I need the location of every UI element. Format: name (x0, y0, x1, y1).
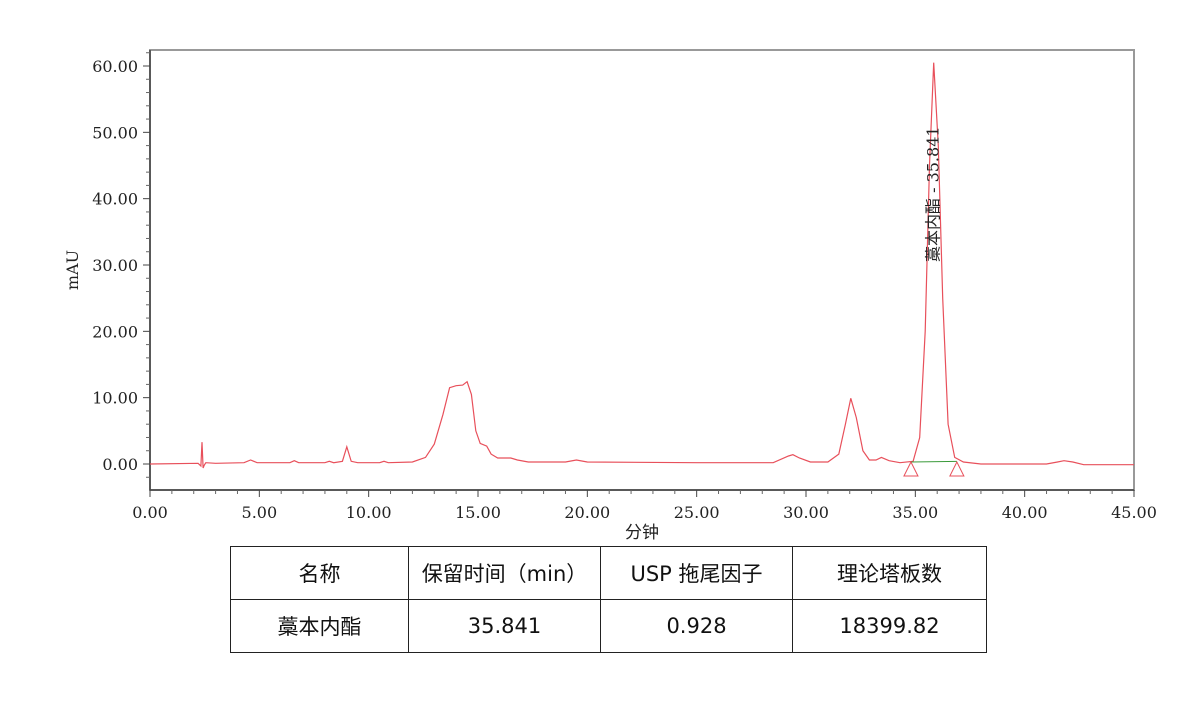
x-tick-label: 35.00 (892, 503, 938, 522)
table-row: 藁本内酯 35.841 0.928 18399.82 (230, 599, 987, 653)
y-tick-label: 30.00 (92, 256, 138, 275)
y-tick-label: 10.00 (92, 389, 138, 408)
plot-frame (149, 49, 1135, 491)
y-axis-label: mAU (63, 250, 82, 290)
cell-usp-tailing: 0.928 (600, 599, 793, 653)
header-usp-tailing: USP 拖尾因子 (600, 546, 793, 600)
x-tick-label: 40.00 (1002, 503, 1048, 522)
cell-plates: 18399.82 (792, 599, 987, 653)
header-plates: 理论塔板数 (792, 546, 987, 600)
x-tick-label: 20.00 (564, 503, 610, 522)
chromatogram-chart: 0.00 10.00 20.00 30.00 40.00 50.00 60.00 0.00 5.… (63, 49, 1157, 540)
x-tick-label: 45.00 (1111, 503, 1157, 522)
y-tick-label: 20.00 (92, 322, 138, 341)
x-tick-label: 15.00 (455, 503, 501, 522)
x-tick-label: 25.00 (674, 503, 720, 522)
header-name: 名称 (230, 546, 409, 600)
x-tick-label: 10.00 (346, 503, 392, 522)
y-tick-label: 0.00 (102, 455, 138, 474)
y-tick-label: 40.00 (92, 190, 138, 209)
integration-baseline (910, 460, 957, 463)
y-tick-label: 50.00 (92, 123, 138, 142)
cell-name: 藁本内酯 (230, 599, 409, 653)
x-tick-label: 0.00 (132, 503, 168, 522)
peak-label: 藁本内酯 - 35.841 (924, 126, 943, 262)
cell-retention-time: 35.841 (408, 599, 601, 653)
chromatogram-trace (149, 62, 1134, 469)
integration-marker (949, 460, 965, 477)
header-retention-time: 保留时间（min） (408, 546, 601, 600)
integration-marker (903, 460, 919, 477)
table-header-row: 名称 保留时间（min） USP 拖尾因子 理论塔板数 (230, 546, 987, 600)
x-tick-label: 5.00 (242, 503, 278, 522)
y-tick-label: 60.00 (92, 57, 138, 76)
x-tick-label: 30.00 (783, 503, 829, 522)
results-table: 名称 保留时间（min） USP 拖尾因子 理论塔板数 藁本内酯 35.841 … (230, 546, 987, 653)
x-axis-label: 分钟 (625, 523, 659, 540)
